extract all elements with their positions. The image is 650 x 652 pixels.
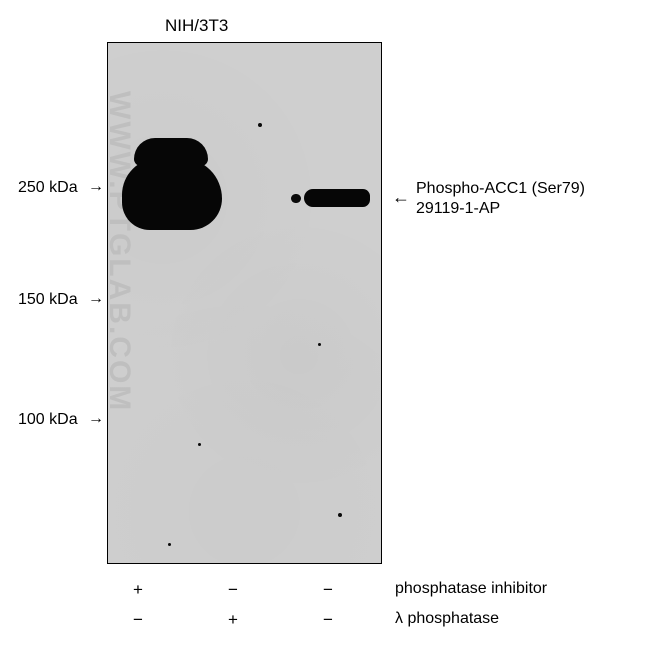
noise-speck <box>168 543 171 546</box>
treatment-sign: − <box>318 580 338 600</box>
mw-marker-label: 250 kDa <box>18 179 78 197</box>
blot-band <box>291 194 301 203</box>
noise-speck <box>318 343 321 346</box>
mw-marker-label: 100 kDa <box>18 411 78 429</box>
mw-marker-arrow: → <box>88 290 104 308</box>
annotation-text: Phospho-ACC1 (Ser79) <box>416 180 585 198</box>
mw-marker-label: 150 kDa <box>18 291 78 309</box>
blot-band <box>134 138 208 166</box>
watermark-text: WWW.PTGLAB.COM <box>107 91 136 412</box>
blot-grain <box>108 43 381 563</box>
blot-band <box>122 158 222 230</box>
treatment-sign: + <box>128 580 148 600</box>
treatment-label: λ phosphatase <box>395 610 499 628</box>
noise-speck <box>198 443 201 446</box>
annotation-text: 29119-1-AP <box>416 200 500 218</box>
noise-speck <box>338 513 342 517</box>
treatment-label: phosphatase inhibitor <box>395 580 547 598</box>
sample-header: NIH/3T3 <box>165 16 228 36</box>
treatment-sign: + <box>223 610 243 630</box>
noise-speck <box>258 123 262 127</box>
treatment-sign: − <box>223 580 243 600</box>
treatment-sign: − <box>128 610 148 630</box>
mw-marker-arrow: → <box>88 178 104 196</box>
blot-membrane: WWW.PTGLAB.COM <box>107 42 382 564</box>
blot-inner: WWW.PTGLAB.COM <box>108 43 381 563</box>
figure-root: NIH/3T3 WWW.PTGLAB.COM 250 kDa → 150 kDa → 1… <box>0 0 650 652</box>
mw-marker-arrow: → <box>88 410 104 428</box>
blot-band <box>304 189 370 207</box>
treatment-sign: − <box>318 610 338 630</box>
annotation-arrow: ← <box>392 187 410 208</box>
